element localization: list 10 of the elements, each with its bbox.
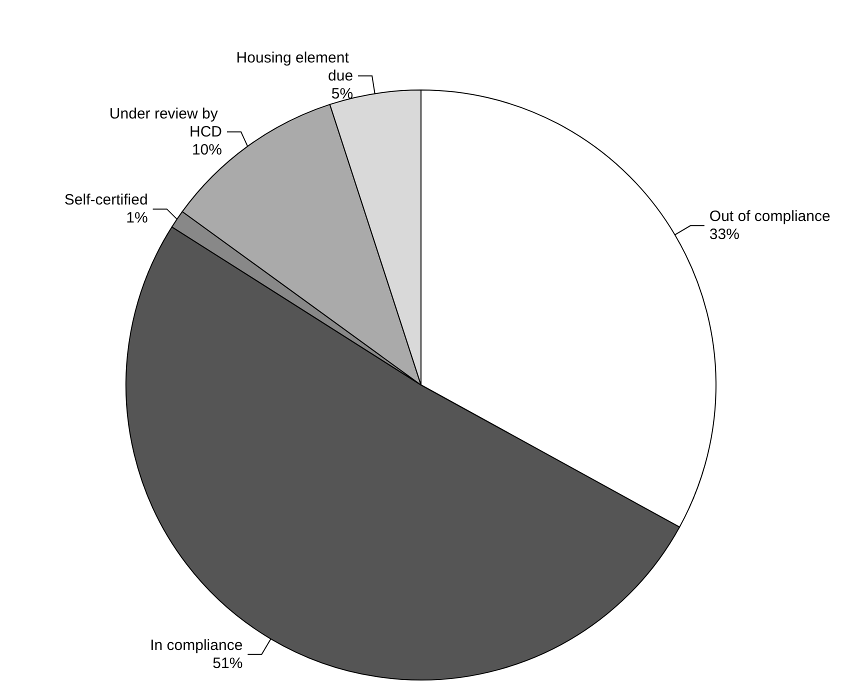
slice-label: Under review by HCD <box>109 105 222 140</box>
slice-label: Out of compliance <box>709 208 830 226</box>
slice-label: In compliance <box>150 636 243 654</box>
data-label: 51% <box>212 654 243 672</box>
data-label: 1% <box>126 210 148 227</box>
data-label: 10% <box>192 141 222 158</box>
data-label: 5% <box>331 85 354 102</box>
data-label: 33% <box>709 226 740 244</box>
slice-label: Housing element due <box>236 49 354 84</box>
slice-label: Self-certified <box>64 192 148 209</box>
